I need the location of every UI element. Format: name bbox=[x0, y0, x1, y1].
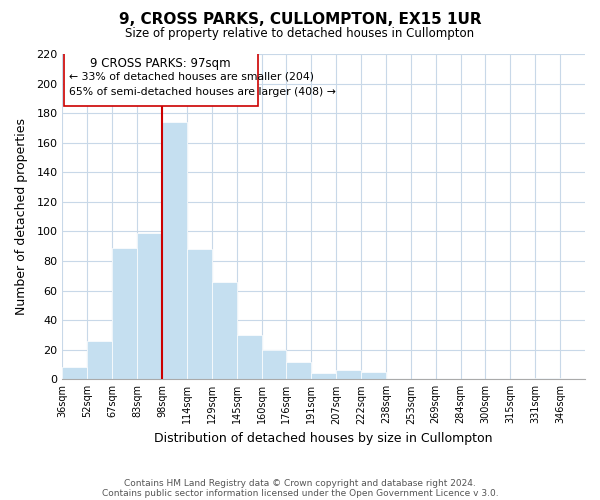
Bar bbox=[162, 122, 187, 380]
Text: Contains public sector information licensed under the Open Government Licence v : Contains public sector information licen… bbox=[101, 488, 499, 498]
Y-axis label: Number of detached properties: Number of detached properties bbox=[15, 118, 28, 315]
Text: ← 33% of detached houses are smaller (204): ← 33% of detached houses are smaller (20… bbox=[68, 72, 314, 82]
Bar bbox=[212, 282, 236, 380]
Text: 9 CROSS PARKS: 97sqm: 9 CROSS PARKS: 97sqm bbox=[91, 57, 231, 70]
Bar bbox=[535, 378, 560, 380]
X-axis label: Distribution of detached houses by size in Cullompton: Distribution of detached houses by size … bbox=[154, 432, 493, 445]
Bar bbox=[137, 233, 162, 380]
Bar bbox=[112, 248, 137, 380]
Bar bbox=[311, 374, 336, 380]
Bar bbox=[187, 249, 212, 380]
Bar bbox=[64, 52, 258, 106]
Text: 9, CROSS PARKS, CULLOMPTON, EX15 1UR: 9, CROSS PARKS, CULLOMPTON, EX15 1UR bbox=[119, 12, 481, 28]
Text: Contains HM Land Registry data © Crown copyright and database right 2024.: Contains HM Land Registry data © Crown c… bbox=[124, 478, 476, 488]
Bar bbox=[262, 350, 286, 380]
Bar bbox=[286, 362, 311, 380]
Bar bbox=[62, 368, 88, 380]
Bar bbox=[88, 341, 112, 380]
Bar bbox=[361, 372, 386, 380]
Bar bbox=[236, 335, 262, 380]
Bar bbox=[336, 370, 361, 380]
Text: Size of property relative to detached houses in Cullompton: Size of property relative to detached ho… bbox=[125, 28, 475, 40]
Text: 65% of semi-detached houses are larger (408) →: 65% of semi-detached houses are larger (… bbox=[68, 86, 335, 97]
